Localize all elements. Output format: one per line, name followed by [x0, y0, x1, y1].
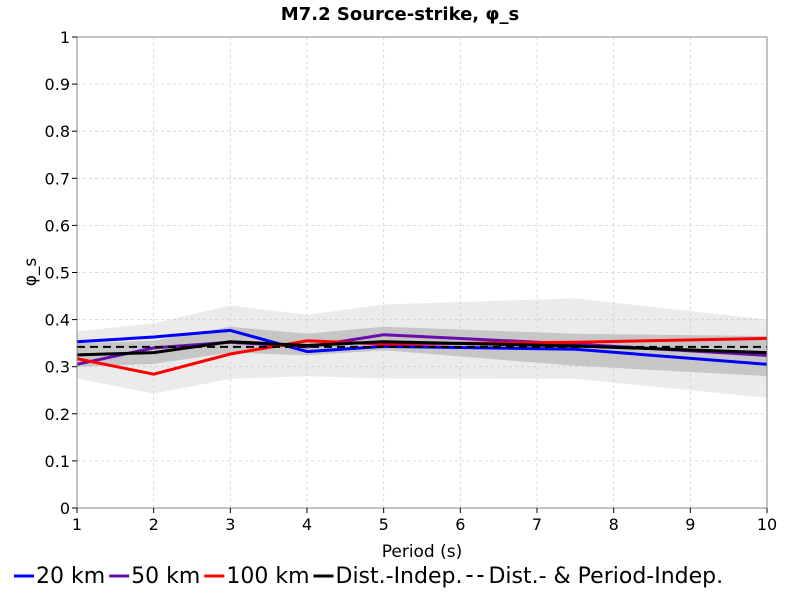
x-axis-label: Period (s) — [382, 542, 463, 562]
band-1 — [77, 326, 767, 377]
series-line-100-km — [76, 336, 768, 376]
y-tick-label: 1 — [60, 28, 70, 47]
y-tick-label: 0.7 — [45, 169, 70, 188]
legend-label: Dist.- & Period-Indep. — [488, 564, 723, 589]
y-tick-label: 0.9 — [45, 75, 70, 94]
y-axis-ticks: 0 0.1 0.2 0.3 0.4 0.5 0.6 0.7 0.8 0.9 1 — [45, 28, 77, 518]
legend-item: Dist.-Indep. — [313, 564, 463, 589]
legend-label: 100 km — [226, 564, 309, 589]
legend-item: 100 km — [204, 564, 310, 589]
y-tick-label: 0.3 — [45, 358, 70, 377]
y-axis-label: φ_s — [21, 258, 41, 287]
x-tick-label: 4 — [302, 515, 312, 534]
x-tick-label: 1 — [72, 515, 82, 534]
y-tick-label: 0.1 — [45, 452, 70, 471]
grid-lines — [76, 36, 768, 509]
x-axis-ticks: 1 2 3 4 5 6 7 8 9 10 — [72, 508, 777, 534]
x-tick-label: 10 — [757, 515, 777, 534]
legend-label: 20 km — [36, 564, 105, 589]
x-tick-label: 7 — [532, 515, 542, 534]
y-tick-label: 0.5 — [45, 264, 70, 283]
x-tick-label: 6 — [455, 515, 465, 534]
y-tick-label: 0.4 — [45, 311, 70, 330]
legend-item: Dist.- & Period-Indep. — [466, 564, 723, 589]
legend-item: 20 km — [14, 564, 105, 589]
series-line-20-km — [76, 328, 768, 366]
chart-title: M7.2 Source-strike, φ_s — [281, 4, 519, 25]
y-tick-label: 0.2 — [45, 405, 70, 424]
x-tick-label: 5 — [379, 515, 389, 534]
y-tick-label: 0 — [60, 499, 70, 518]
x-tick-label: 2 — [149, 515, 159, 534]
y-tick-label: 0.8 — [45, 122, 70, 141]
legend: 20 km 50 km 100 km Dist.-Indep. Dist.- & Per… — [14, 564, 723, 589]
x-tick-label: 8 — [609, 515, 619, 534]
legend-label: 50 km — [131, 564, 200, 589]
legend-item: 50 km — [109, 564, 200, 589]
legend-label: Dist.-Indep. — [336, 564, 463, 589]
x-tick-label: 9 — [685, 515, 695, 534]
y-tick-label: 0.6 — [45, 216, 70, 235]
data-series — [76, 328, 768, 376]
x-tick-label: 3 — [225, 515, 235, 534]
